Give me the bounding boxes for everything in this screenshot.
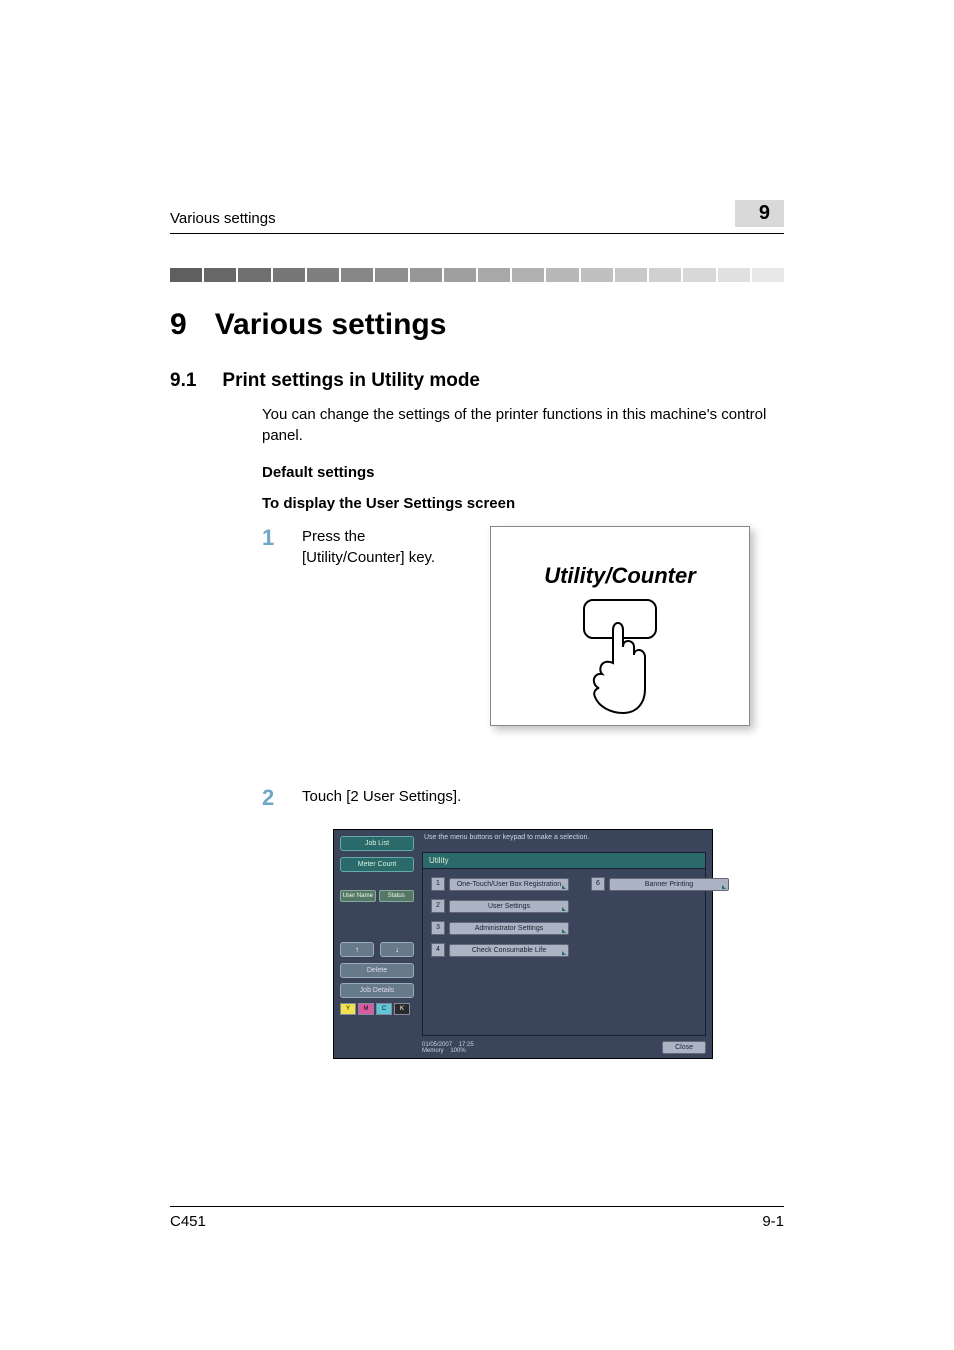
footer-page: 9-1 — [762, 1213, 784, 1230]
scr-menu-item-number: 2 — [431, 899, 445, 913]
gradient-segment — [478, 268, 510, 282]
step-1-number: 1 — [262, 526, 282, 726]
scr-arrow-up-button[interactable]: ↑ — [340, 942, 374, 957]
scr-menu-item[interactable]: 3 Administrator Settings — [431, 921, 569, 935]
scr-footer-info: 01/05/2007 17:25 Memory 100% — [422, 1042, 474, 1054]
scr-main-title: Utility — [423, 853, 705, 869]
scr-close-button[interactable]: Close — [662, 1041, 706, 1054]
scr-menu-item-label: Administrator Settings — [449, 922, 569, 935]
gradient-segment — [204, 268, 236, 282]
step-1-text: Press the [Utility/Counter] key. — [302, 526, 472, 726]
gradient-segment — [512, 268, 544, 282]
gradient-segment — [615, 268, 647, 282]
gradient-segment — [683, 268, 715, 282]
step-2-number: 2 — [262, 786, 282, 809]
heading-display-user-settings: To display the User Settings screen — [262, 495, 784, 512]
scr-toner-k: K — [394, 1003, 410, 1015]
scr-menu-col-left: 1 One-Touch/User Box Registration 2 User Se… — [431, 877, 569, 957]
scr-menu-item-number: 4 — [431, 943, 445, 957]
header-rule — [170, 233, 784, 234]
scr-menu-col-right: 6 Banner Printing — [591, 877, 729, 957]
gradient-segment — [444, 268, 476, 282]
gradient-segment — [752, 268, 784, 282]
section-number: 9 — [170, 308, 187, 342]
gradient-segment — [410, 268, 442, 282]
utility-counter-label: Utility/Counter — [491, 563, 749, 589]
scr-menu-item-label: One-Touch/User Box Registration — [449, 878, 569, 891]
gradient-segment — [581, 268, 613, 282]
scr-footer-memory-label: Memory — [422, 1048, 444, 1054]
scr-footer-memory-value: 100% — [450, 1048, 465, 1054]
heading-default-settings: Default settings — [262, 464, 784, 481]
scr-menu-item-number: 6 — [591, 877, 605, 891]
gradient-segment — [649, 268, 681, 282]
section-title: Various settings — [215, 308, 447, 342]
footer-model: C451 — [170, 1213, 206, 1230]
utility-counter-figure: Utility/Counter — [490, 526, 750, 726]
scr-user-name-chip: User Name — [340, 890, 376, 902]
gradient-segment — [307, 268, 339, 282]
footer-rule — [170, 1206, 784, 1207]
subsection-title: Print settings in Utility mode — [222, 370, 480, 392]
scr-delete-button[interactable]: Delete — [340, 963, 414, 978]
gradient-segment — [238, 268, 270, 282]
scr-toner-m: M — [358, 1003, 374, 1015]
scr-menu-item-label: Banner Printing — [609, 878, 729, 891]
gradient-segment — [170, 268, 202, 282]
scr-toner-c: C — [376, 1003, 392, 1015]
scr-menu-item[interactable]: 2 User Settings — [431, 899, 569, 913]
finger-press-icon — [585, 617, 655, 717]
scr-menu-item-number: 1 — [431, 877, 445, 891]
page-badge: 9 — [735, 200, 784, 227]
utility-screen-figure: Use the menu buttons or keypad to make a… — [333, 829, 713, 1059]
gradient-segment — [375, 268, 407, 282]
scr-menu-item[interactable]: 1 One-Touch/User Box Registration — [431, 877, 569, 891]
scr-menu-item-label: Check Consumable Life — [449, 944, 569, 957]
scr-footer: 01/05/2007 17:25 Memory 100% Close — [422, 1041, 706, 1054]
gradient-segment — [273, 268, 305, 282]
scr-job-list-button[interactable]: Job List — [340, 836, 414, 851]
gradient-segment — [341, 268, 373, 282]
gradient-segment — [546, 268, 578, 282]
section-gradient-bar — [170, 268, 784, 282]
scr-top-message: Use the menu buttons or keypad to make a… — [424, 834, 589, 841]
scr-job-details-button[interactable]: Job Details — [340, 983, 414, 998]
scr-meter-count-button[interactable]: Meter Count — [340, 857, 414, 872]
step-2-text: Touch [2 User Settings]. — [302, 786, 784, 809]
scr-menu-item[interactable]: 4 Check Consumable Life — [431, 943, 569, 957]
page-badge-wrap: 9 — [735, 200, 784, 227]
scr-sidebar: Job List Meter Count User Name Status ↑ … — [340, 836, 414, 1015]
scr-toner-y: Y — [340, 1003, 356, 1015]
subsection-number: 9.1 — [170, 370, 196, 392]
running-head: Various settings — [170, 210, 276, 227]
scr-toner-indicators: Y M C K — [340, 1003, 414, 1015]
scr-arrow-down-button[interactable]: ↓ — [380, 942, 414, 957]
gradient-segment — [718, 268, 750, 282]
scr-menu-item[interactable]: 6 Banner Printing — [591, 877, 729, 891]
scr-main-panel: Utility 1 One-Touch/User Box Registration… — [422, 852, 706, 1036]
scr-menu-item-label: User Settings — [449, 900, 569, 913]
scr-status-chip: Status — [379, 890, 415, 902]
intro-paragraph: You can change the settings of the print… — [262, 404, 784, 446]
scr-menu-item-number: 3 — [431, 921, 445, 935]
